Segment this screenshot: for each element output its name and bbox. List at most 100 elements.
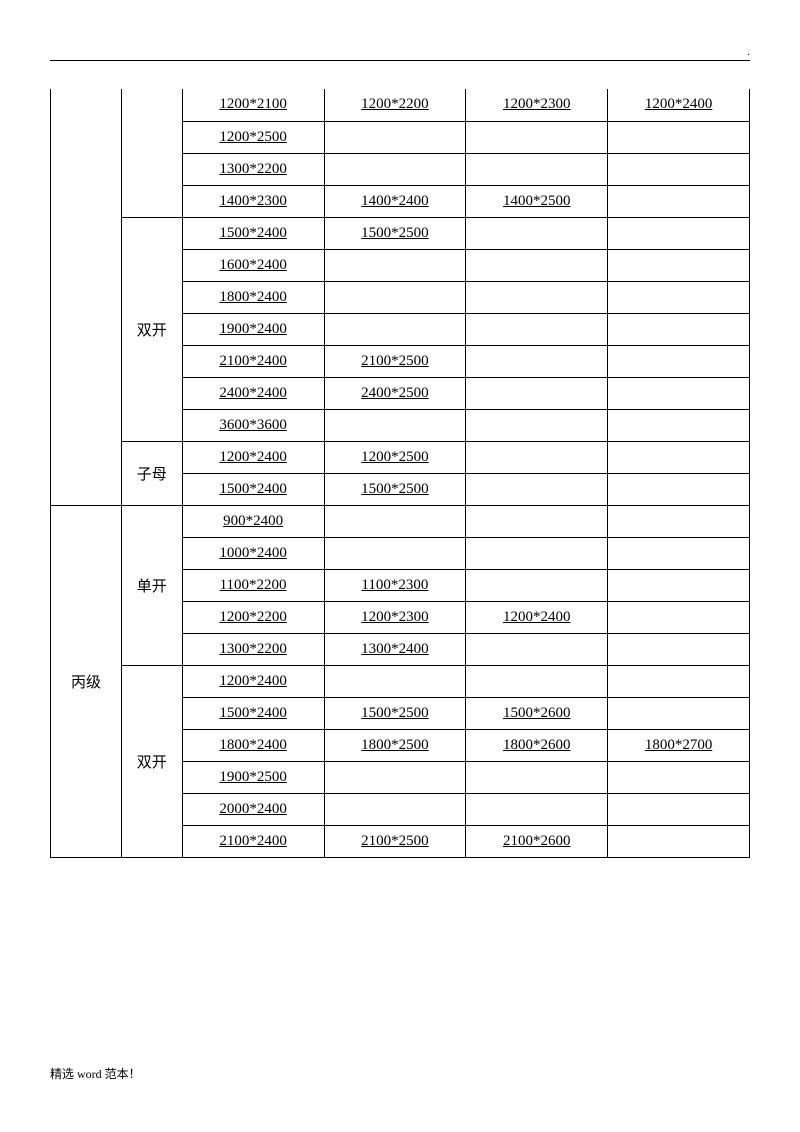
table-cell (466, 441, 608, 473)
size-spec-table: 1200*21001200*22001200*23001200*24001200… (50, 89, 750, 858)
table-cell (466, 761, 608, 793)
table-cell (608, 121, 750, 153)
table-cell: 1400*2300 (182, 185, 324, 217)
table-cell (466, 665, 608, 697)
table-cell: 1500*2500 (324, 697, 466, 729)
table-cell (324, 249, 466, 281)
table-cell (324, 505, 466, 537)
table-cell (608, 281, 750, 313)
table-cell (466, 793, 608, 825)
table-cell: 1500*2500 (324, 217, 466, 249)
table-cell: 1300*2400 (324, 633, 466, 665)
table-cell (466, 633, 608, 665)
category-label (121, 89, 182, 217)
table-cell: 1200*2400 (182, 665, 324, 697)
table-cell (324, 281, 466, 313)
table-cell (466, 473, 608, 505)
table-cell (608, 665, 750, 697)
table-cell: 2000*2400 (182, 793, 324, 825)
table-cell (608, 505, 750, 537)
table-cell (608, 249, 750, 281)
table-cell (608, 793, 750, 825)
table-cell: 1200*2200 (182, 601, 324, 633)
table-cell: 1600*2400 (182, 249, 324, 281)
table-cell: 1200*2300 (324, 601, 466, 633)
table-cell: 1500*2400 (182, 473, 324, 505)
table-cell (608, 409, 750, 441)
table-cell: 2100*2500 (324, 345, 466, 377)
table-cell: 1800*2700 (608, 729, 750, 761)
table-cell (608, 761, 750, 793)
table-cell (608, 345, 750, 377)
table-cell: 1200*2400 (608, 89, 750, 121)
table-cell: 3600*3600 (182, 409, 324, 441)
table-cell (608, 441, 750, 473)
table-cell (608, 185, 750, 217)
table-cell (324, 665, 466, 697)
table-cell: 1500*2500 (324, 473, 466, 505)
table-cell (324, 409, 466, 441)
table-cell: 1800*2400 (182, 729, 324, 761)
category-label: 双开 (121, 217, 182, 441)
table-cell: 1200*2300 (466, 89, 608, 121)
table-cell (324, 153, 466, 185)
table-cell: 1200*2400 (466, 601, 608, 633)
table-cell (608, 377, 750, 409)
category-label: 双开 (121, 665, 182, 857)
table-cell (466, 345, 608, 377)
table-cell (324, 761, 466, 793)
table-cell: 1800*2500 (324, 729, 466, 761)
table-cell: 1800*2600 (466, 729, 608, 761)
table-cell: 1200*2500 (182, 121, 324, 153)
table-cell (466, 537, 608, 569)
table-cell: 1300*2200 (182, 153, 324, 185)
table-cell (466, 121, 608, 153)
category-label: 单开 (121, 505, 182, 665)
table-cell (608, 217, 750, 249)
table-cell: 2400*2400 (182, 377, 324, 409)
table-cell (608, 825, 750, 857)
table-cell (324, 537, 466, 569)
table-cell (466, 569, 608, 601)
table-cell (608, 697, 750, 729)
header-rule (50, 60, 750, 61)
table-cell (608, 569, 750, 601)
table-cell: 1200*2100 (182, 89, 324, 121)
table-cell: 1000*2400 (182, 537, 324, 569)
table-cell: 1200*2400 (182, 441, 324, 473)
table-cell (608, 601, 750, 633)
table-cell (466, 217, 608, 249)
table-cell: 2100*2400 (182, 345, 324, 377)
table-cell: 1400*2400 (324, 185, 466, 217)
table-cell: 2100*2400 (182, 825, 324, 857)
table-cell: 1400*2500 (466, 185, 608, 217)
category-label: 丙级 (51, 505, 122, 857)
table-cell (466, 313, 608, 345)
table-cell (466, 281, 608, 313)
table-cell: 1100*2200 (182, 569, 324, 601)
table-cell (466, 377, 608, 409)
table-cell: 1900*2400 (182, 313, 324, 345)
table-cell (324, 313, 466, 345)
category-label (51, 89, 122, 505)
table-cell (466, 249, 608, 281)
table-cell (324, 793, 466, 825)
table-cell: 1100*2300 (324, 569, 466, 601)
table-cell (608, 313, 750, 345)
table-cell (608, 153, 750, 185)
table-cell: 1500*2400 (182, 217, 324, 249)
table-cell (324, 121, 466, 153)
table-cell: 900*2400 (182, 505, 324, 537)
table-cell (608, 473, 750, 505)
table-cell: 1300*2200 (182, 633, 324, 665)
table-cell (466, 153, 608, 185)
table-cell: 1500*2400 (182, 697, 324, 729)
table-cell: 1900*2500 (182, 761, 324, 793)
table-cell (466, 409, 608, 441)
table-cell: 1800*2400 (182, 281, 324, 313)
table-cell: 1200*2500 (324, 441, 466, 473)
table-cell: 1500*2600 (466, 697, 608, 729)
footer-text: 精选 word 范本！ (50, 1065, 141, 1082)
table-cell (608, 633, 750, 665)
table-cell: 2100*2600 (466, 825, 608, 857)
